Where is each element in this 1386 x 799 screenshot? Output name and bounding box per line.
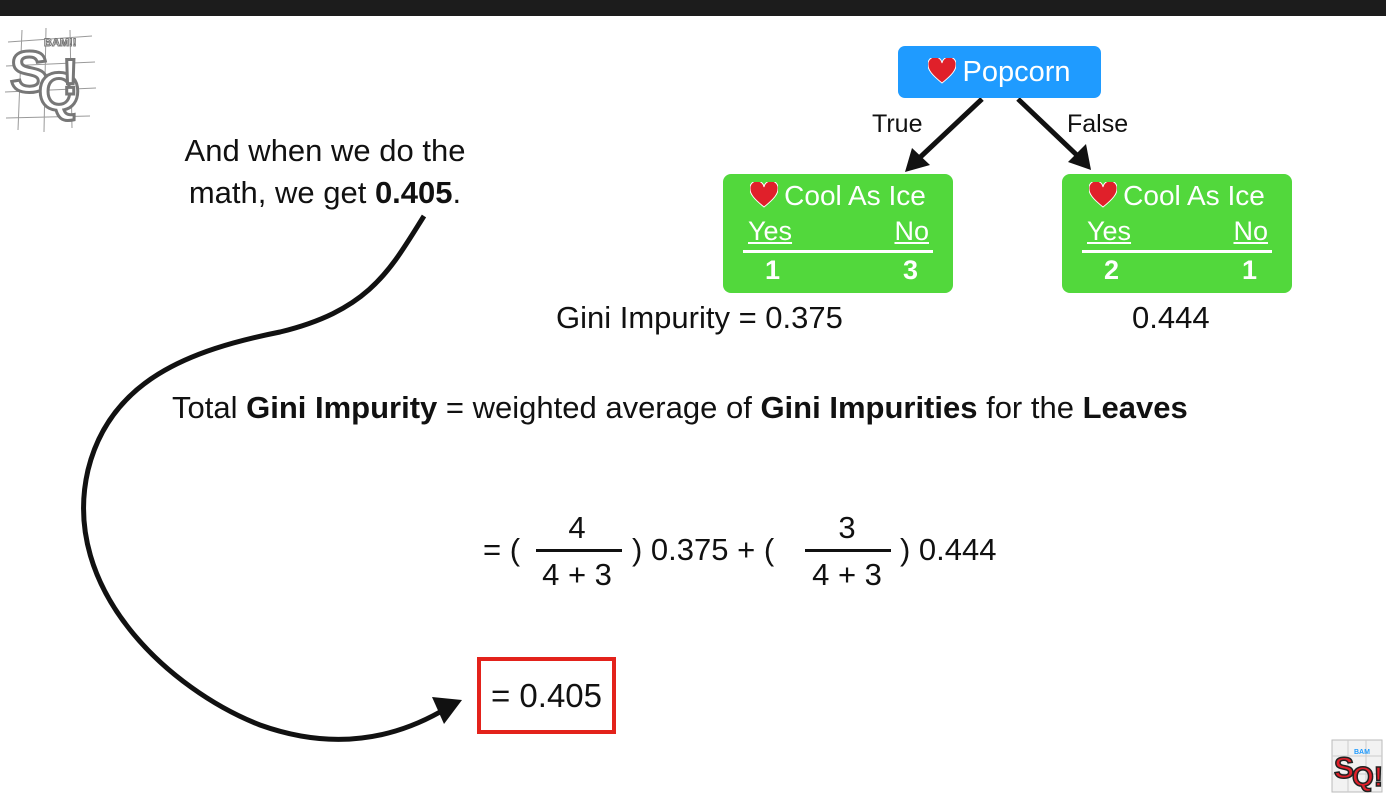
root-label: Popcorn <box>962 56 1071 88</box>
stat-quest-watermark-icon: S Q! BAM <box>1331 739 1384 793</box>
right-leaf-yes-count: 2 <box>1104 255 1120 285</box>
right-leaf-divider <box>1082 250 1272 253</box>
branch-false-label: False <box>1067 110 1129 138</box>
right-leaf-gini: 0.444 <box>1132 300 1210 335</box>
heart-icon <box>928 58 957 84</box>
branch-true-label: True <box>872 110 923 138</box>
svg-text:Q!: Q! <box>1352 761 1383 792</box>
video-top-bar <box>0 0 1386 16</box>
svg-text:BAM: BAM <box>1354 749 1370 756</box>
result-box: = 0.405 <box>477 657 616 734</box>
caption-line-1: And when we do the <box>184 133 466 168</box>
svg-text:BAM!!: BAM!! <box>44 37 76 49</box>
caption-line-2: math, we get 0.405. <box>188 175 462 210</box>
stat-quest-logo-icon: S Q ! BAM!! <box>4 27 97 133</box>
right-leaf-no-count: 1 <box>1241 255 1257 285</box>
heart-icon <box>750 182 779 208</box>
tree-branch-false-arrow <box>1016 97 1091 170</box>
tree-root-node: Popcorn <box>898 46 1101 98</box>
fraction-2-bar <box>805 549 891 552</box>
fraction-2-denominator: 4 + 3 <box>812 557 882 592</box>
left-leaf-no-count: 3 <box>902 255 918 285</box>
fraction-1-bar <box>536 549 622 552</box>
left-leaf-node: Cool As Ice Yes No 1 3 <box>723 174 953 293</box>
fraction-2-numerator: 3 <box>838 510 856 545</box>
svg-text:S: S <box>10 40 49 105</box>
svg-text:!: ! <box>62 49 79 105</box>
heart-icon <box>1089 182 1118 208</box>
equation-open: = ( <box>483 532 521 567</box>
right-leaf-yes-header: Yes <box>1087 216 1132 246</box>
left-leaf-title: Cool As Ice <box>723 180 953 212</box>
equation-end: ) 0.444 <box>900 532 997 567</box>
left-leaf-yes-count: 1 <box>765 255 781 285</box>
right-leaf-no-header: No <box>1233 216 1268 246</box>
caption-text: And when we do the math, we get 0.405. <box>130 130 520 214</box>
svg-text:Q: Q <box>38 62 80 122</box>
svg-text:S: S <box>1334 752 1354 785</box>
left-leaf-yes-header: Yes <box>748 216 793 246</box>
right-leaf-title: Cool As Ice <box>1062 180 1292 212</box>
left-leaf-gini: Gini Impurity = 0.375 <box>556 300 843 335</box>
tree-branch-true-arrow <box>905 97 984 172</box>
fraction-1-denominator: 4 + 3 <box>542 557 612 592</box>
caption-value: 0.405 <box>374 175 453 210</box>
total-gini-formula: Total Gini Impurity = weighted average o… <box>172 390 1188 425</box>
left-leaf-divider <box>743 250 933 253</box>
fraction-1-numerator: 4 <box>568 510 586 545</box>
equation-middle: ) 0.375 + ( <box>632 532 775 567</box>
right-leaf-node: Cool As Ice Yes No 2 1 <box>1062 174 1292 293</box>
curved-pointer-arrow <box>81 214 462 742</box>
left-leaf-no-header: No <box>894 216 929 246</box>
